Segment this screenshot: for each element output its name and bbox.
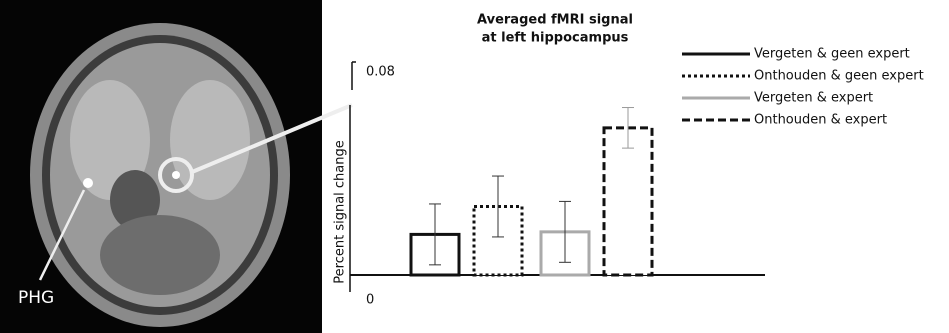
legend-label: Onthouden & geen expert xyxy=(754,69,924,84)
cerebellum xyxy=(100,215,220,295)
legend-label: Onthouden & expert xyxy=(754,113,887,128)
phg-spot xyxy=(83,178,93,188)
figure: PHG Averaged fMRI signal at left hippoca… xyxy=(0,0,949,333)
legend-label: Vergeten & expert xyxy=(754,91,873,106)
bar xyxy=(604,128,652,275)
phg-label: PHG xyxy=(18,288,54,308)
chart-title: at left hippocampus xyxy=(482,31,629,46)
plot: 0 0.08 Vergeten & geen expert Onthouden & g… xyxy=(350,47,924,308)
y-tick-label: 0.08 xyxy=(366,65,395,80)
brain-white-matter xyxy=(170,80,250,200)
y-tick-label: 0 xyxy=(366,293,374,308)
legend-label: Vergeten & geen expert xyxy=(754,47,910,62)
y-axis-label: Percent signal change xyxy=(333,140,348,283)
chart-title: Averaged fMRI signal xyxy=(477,13,633,28)
roi-spot xyxy=(172,171,180,179)
